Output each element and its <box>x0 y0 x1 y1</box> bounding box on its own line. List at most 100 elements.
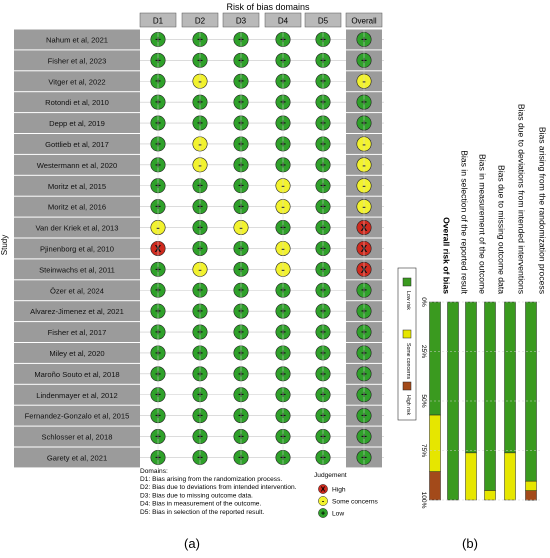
bar-segment-low <box>465 301 477 454</box>
study-name-cell <box>14 363 140 384</box>
study-name-cell <box>14 92 140 113</box>
study-name: Alvarez-Jimenez et al, 2021 <box>30 307 124 316</box>
study-name: Miley et al, 2020 <box>49 349 104 358</box>
panel-label-b: (b) <box>462 536 478 551</box>
legend-series-label: Low risk <box>405 291 411 310</box>
study-name-cell <box>14 384 140 405</box>
column-header-label: D4 <box>278 17 289 26</box>
study-name-cell <box>14 196 140 217</box>
bar-segment-low <box>525 301 537 482</box>
study-name: Vitger et al, 2022 <box>48 77 105 86</box>
study-name-cell <box>14 280 140 301</box>
study-name-cell <box>14 259 140 280</box>
study-axis-label: Study <box>0 235 9 255</box>
domain-description: D4: Bias in measurement of the outcome. <box>140 501 261 508</box>
legend-swatch-high <box>402 381 412 391</box>
domain-category-label: Bias due to missing outcome data <box>497 165 507 294</box>
risk-of-bias-title: Risk of bias domains <box>226 2 310 12</box>
column-header-cell <box>345 12 383 28</box>
legend-series-label: High risk <box>405 395 411 416</box>
domain-description: D2: Bias due to deviations from intended… <box>140 484 297 491</box>
study-name: Nahum et al, 2021 <box>46 35 108 44</box>
percent-tick-label: 0% <box>420 297 427 307</box>
stacked-bars <box>429 301 537 501</box>
judgement-title: Judgement <box>314 472 347 479</box>
study-name: Fisher et al, 2023 <box>48 56 107 65</box>
column-header-label: Overall <box>351 17 377 26</box>
column-header-cell <box>304 12 342 28</box>
bar-segment-low <box>504 301 516 454</box>
bar-segment-some-concerns <box>525 480 537 491</box>
column-header-cell <box>264 12 302 28</box>
study-name-cell <box>14 71 140 92</box>
study-name: Pjinenborg et al, 2010 <box>40 244 114 253</box>
column-header-label: D5 <box>318 17 329 26</box>
study-name-cell <box>14 426 140 447</box>
column-header-cell <box>222 12 260 28</box>
column-header-label: D2 <box>195 17 206 26</box>
percent-tick-label: 50% <box>420 394 427 407</box>
column-header-label: D3 <box>236 17 247 26</box>
bar-segment-some-concerns <box>465 452 477 501</box>
study-name-cell <box>14 134 140 154</box>
study-name-cell <box>14 322 140 342</box>
domains-title: Domains: <box>140 468 168 475</box>
legend-series-label: Some concerns <box>405 343 411 379</box>
study-name-cell <box>14 238 140 259</box>
panel-label-a: (a) <box>184 536 200 551</box>
study-name: Gottlieb et al, 2017 <box>45 140 109 149</box>
bar-segment-some-concerns <box>429 414 441 472</box>
study-name: Özer et al, 2024 <box>50 286 104 295</box>
study-name: Depp et al, 2019 <box>49 119 105 128</box>
study-name: Moritz et al, 2016 <box>48 203 106 212</box>
column-header-cell <box>139 12 177 28</box>
domain-description: D1: Bias arising from the randomization … <box>140 476 282 483</box>
legend-symbol: - <box>322 498 325 505</box>
study-name-cell <box>14 343 140 363</box>
legend-symbol: X <box>321 486 326 493</box>
study-name: Garety et al, 2021 <box>47 453 107 462</box>
study-name-cell <box>14 154 140 175</box>
column-header-cell <box>181 12 219 28</box>
percent-tick-label: 25% <box>420 345 427 358</box>
risk-legend: Low risk Some concerns High risk <box>397 267 417 421</box>
study-name: Rotondi et al, 2010 <box>45 98 109 107</box>
study-name-cell <box>14 29 140 50</box>
legend-label: High <box>332 486 346 493</box>
legend-frame <box>397 267 417 421</box>
study-name-cell <box>14 405 140 426</box>
summary-bar-panel: Bias arising from the randomization proc… <box>397 104 548 551</box>
domain-category-label: Bias arising from the randomization proc… <box>538 127 548 294</box>
domain-description: D5: Bias in selection of the reported re… <box>140 509 264 516</box>
study-name: Schlosser et al, 2018 <box>42 433 113 442</box>
domain-category-label: Bias in measurement of the outcome <box>478 154 488 294</box>
domain-category-label: Overall risk of bias <box>442 217 452 294</box>
study-name: Steinwachs et al, 2011 <box>39 265 115 274</box>
study-name-cell <box>14 301 140 322</box>
bar-segment-high <box>525 490 537 501</box>
percent-tick-label: 75% <box>420 444 427 457</box>
domain-description: D3: Bias due to missing outcome data. <box>140 492 253 499</box>
bar-segment-low <box>429 301 441 416</box>
legend-symbol: + <box>321 510 325 517</box>
study-name: Van der Kriek et al, 2013 <box>35 224 118 233</box>
legend-swatch-low <box>402 277 412 287</box>
study-name: Lindenmayer et al, 2012 <box>36 391 117 400</box>
legend-swatch-some-concerns <box>402 329 412 339</box>
domain-category-label: Bias in selection of the reported result <box>460 150 470 294</box>
study-name-cell <box>14 217 140 238</box>
bar-segment-low <box>484 301 496 491</box>
bar-segment-some-concerns <box>504 452 516 501</box>
study-name-cell <box>14 175 140 196</box>
bar-segment-some-concerns <box>484 490 496 501</box>
legend-label: Low <box>332 510 344 517</box>
legend-label: Some concerns <box>332 498 379 505</box>
high-legend-dot <box>318 484 328 494</box>
low-legend-dot <box>318 508 328 518</box>
domain-labels: Bias arising from the randomization proc… <box>442 104 548 295</box>
domains-legend: Domains:D1: Bias arising from the random… <box>140 468 297 516</box>
column-header-label: D1 <box>153 17 164 26</box>
study-name: Fernandez-Gonzalo et al, 2015 <box>25 412 130 421</box>
study-name-cell <box>14 50 140 71</box>
